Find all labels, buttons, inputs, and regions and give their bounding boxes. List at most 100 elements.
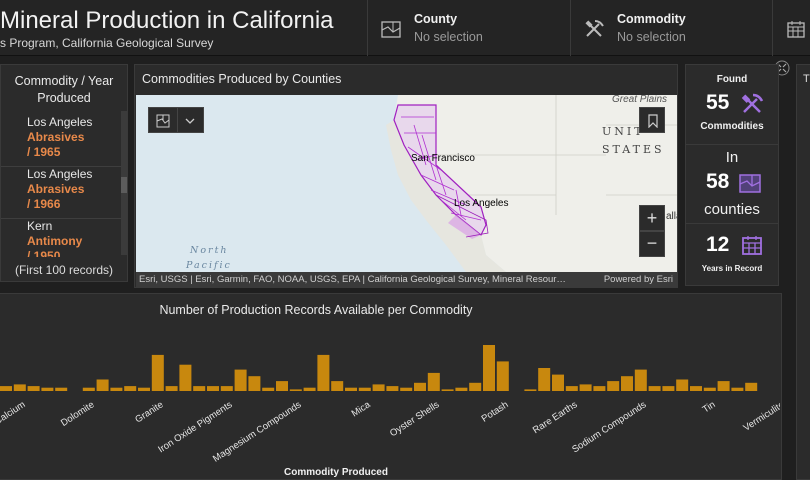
map-label-san-francisco: San Francisco [411,153,475,164]
chart-bar[interactable] [303,387,316,391]
chart-bar[interactable] [634,369,647,391]
commodities-count: 55 [706,91,730,114]
counties-label: counties [704,201,760,218]
chart-bar[interactable] [593,386,606,391]
chart-bar[interactable] [552,374,564,391]
chart-bar[interactable] [455,387,468,391]
year-selector[interactable] [772,0,810,56]
hammer-pick-icon [585,20,604,37]
chart-bar[interactable] [538,368,551,391]
map-label-great-plains: Great Plains [612,95,668,105]
list-item-commodity: Abrasives [27,130,85,144]
chevron-down-icon [185,118,195,124]
map-view[interactable]: Great Plains UNIT STATES San Francisco L… [136,95,677,272]
hammer-pick-icon [741,93,764,113]
chart-bar[interactable] [41,387,54,391]
list-title: Commodity / Year Produced [14,74,114,105]
chart-bar[interactable] [317,354,330,391]
chart-bar[interactable] [745,382,758,391]
chart-bar[interactable] [248,376,261,391]
county-value: No selection [414,30,483,44]
chart-title: Number of Production Records Available p… [159,303,473,317]
chart-bar[interactable] [400,387,413,391]
list-item[interactable]: Los Angeles Abrasives / 1966 [1,167,121,219]
chart-bar[interactable] [96,379,109,392]
chart-bar[interactable] [676,379,689,392]
chart-bar[interactable] [662,386,675,391]
map-attribution[interactable]: Esri, USGS | Esri, Garmin, FAO, NOAA, US… [136,272,677,287]
chart-bar[interactable] [289,389,302,391]
chart-bar[interactable] [138,387,150,391]
chart-bar[interactable] [469,382,482,391]
chart-bar[interactable] [193,386,206,391]
chart-bar[interactable] [565,386,578,391]
chart-bar[interactable] [55,387,68,391]
commodities-label: Commodities [700,121,764,132]
basemap-toggle-button[interactable] [148,107,204,133]
chart-bar[interactable] [483,345,495,391]
chart-bar[interactable] [27,386,40,391]
chart-bar[interactable] [579,384,592,391]
zoom-in-button[interactable]: + [639,205,665,231]
chart-bar[interactable] [0,386,12,391]
chart-bar[interactable] [386,386,399,391]
map-label-los-angeles: Los Angeles [454,198,509,209]
chart-panel: Number of Production Records Available p… [0,293,782,480]
chart-bar[interactable] [731,387,744,391]
chart-bar[interactable] [717,381,730,391]
chart-bar[interactable] [220,386,233,391]
chart-bar[interactable] [165,386,178,391]
chart-bar[interactable] [607,381,620,391]
chart-tick-label: Mica [350,399,373,420]
stats-panel: Found 55 Commodities In 58 counties 12 Y… [685,64,779,286]
list-scroll-thumb[interactable] [121,177,127,193]
county-map-icon [381,21,401,38]
commodity-label: Commodity [617,12,686,26]
chart-bar[interactable] [345,387,357,391]
bookmark-button[interactable] [639,107,665,133]
commodity-selector[interactable]: Commodity No selection [570,0,772,56]
years-count: 12 [706,233,730,256]
chart-bar[interactable] [648,386,661,391]
chart-bar[interactable] [13,384,26,391]
counties-count: 58 [706,170,730,193]
map-panel: Commodities Produced by Counties Great P… [134,64,678,288]
map-label-pacific: Pacific [186,260,232,271]
chart-bar[interactable] [441,389,454,391]
chart-bar[interactable] [496,361,509,391]
chart-bar[interactable] [621,376,633,391]
chart-bar[interactable] [124,386,137,391]
chart-bar[interactable] [151,354,164,391]
list-item[interactable]: Los Angeles Abrasives / 1965 [1,115,121,167]
chart-bar[interactable] [690,386,702,391]
chart-tick-label: Calcium [0,399,28,427]
chart-bar[interactable] [262,387,275,391]
attribution-text: Esri, USGS | Esri, Garmin, FAO, NOAA, US… [139,274,566,285]
list-item-county: Kern [27,219,53,233]
found-label: Found [716,74,748,85]
basemap-gallery-icon [156,114,170,128]
chart-bar[interactable] [414,382,426,391]
powered-by-esri[interactable]: Powered by Esri [603,274,673,285]
list-item[interactable]: Kern Antimony / 1950 [1,219,121,257]
chart-bar[interactable] [372,384,385,391]
chart-bar[interactable] [331,381,344,391]
chart-bar[interactable] [207,386,219,391]
chart-bar[interactable] [110,387,123,391]
county-selector[interactable]: County No selection [367,0,570,56]
chart-bar[interactable] [234,369,247,391]
list-footer: (First 100 records) [14,263,114,277]
chart-bar[interactable] [703,387,716,391]
list-item-year: / 1965 [27,145,61,159]
zoom-out-button[interactable]: − [639,231,665,257]
page-subtitle: s Program, California Geological Survey [0,36,214,50]
stat-divider [686,223,778,224]
map-label-north: North [190,245,229,256]
chart-bar[interactable] [179,364,192,391]
chart-bar[interactable] [276,381,288,391]
chart-bar[interactable] [358,387,371,391]
chart-bar[interactable] [524,389,537,391]
list-item-commodity: Abrasives [27,182,85,196]
chart-bar[interactable] [427,372,440,391]
chart-bar[interactable] [82,387,95,391]
